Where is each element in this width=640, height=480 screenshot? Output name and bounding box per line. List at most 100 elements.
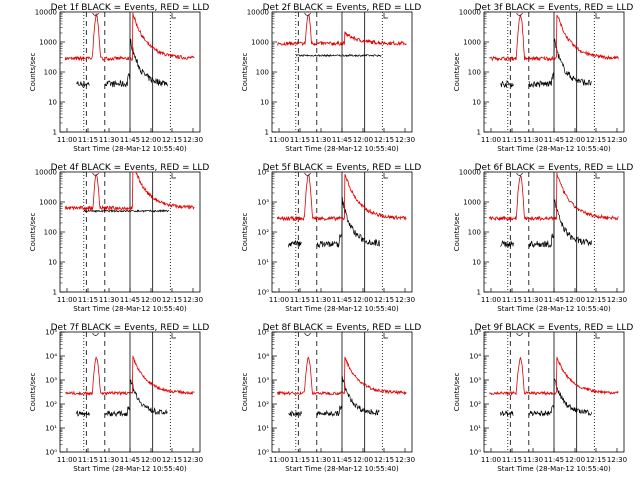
top-marker xyxy=(516,172,523,176)
x-tick-label: 11:30 xyxy=(99,456,119,464)
x-tick-label: 12:30 xyxy=(183,456,203,464)
y-axis-label: Counts/sec xyxy=(29,213,37,252)
x-tick-label: 11:45 xyxy=(120,456,140,464)
x-axis-label: Start Time (28-Mar-12 10:55:40) xyxy=(285,145,399,153)
y-tick-label: 10⁴ xyxy=(45,353,57,361)
panel-det-5: Det 5f BLACK = Events, RED = LLD 10⁰ 10¹ 10… xyxy=(241,163,421,313)
panel-title: Det 4f BLACK = Events, RED = LLD xyxy=(51,163,210,173)
top-marker xyxy=(383,333,388,339)
y-tick-label: 100 xyxy=(44,229,57,237)
x-tick-label: 12:30 xyxy=(395,136,415,144)
y-axis-label: Counts/sec xyxy=(241,373,249,412)
x-axis-label: Start Time (28-Mar-12 10:55:40) xyxy=(497,465,611,473)
y-tick-label: 10 xyxy=(48,99,57,107)
top-marker xyxy=(304,332,311,336)
y-tick-label: 100 xyxy=(44,69,57,77)
y-tick-label: 10³ xyxy=(45,377,57,385)
top-marker xyxy=(595,13,600,19)
top-marker xyxy=(383,13,388,19)
panel-title: Det 6f BLACK = Events, RED = LLD xyxy=(475,163,634,173)
y-tick-label: 10 xyxy=(260,99,269,107)
y-tick-label: 1 xyxy=(477,289,481,297)
x-tick-label: 12:00 xyxy=(353,136,373,144)
x-tick-label: 11:45 xyxy=(120,296,140,304)
y-tick-label: 1 xyxy=(53,289,57,297)
x-tick-label: 11:45 xyxy=(120,136,140,144)
events-series-line xyxy=(500,199,592,249)
x-tick-label: 12:30 xyxy=(183,136,203,144)
top-marker xyxy=(171,173,176,179)
x-tick-label: 12:30 xyxy=(395,296,415,304)
x-tick-label: 12:15 xyxy=(586,136,606,144)
y-axis-label: Counts/sec xyxy=(453,53,461,92)
top-marker xyxy=(516,12,523,16)
panel-title: Det 1f BLACK = Events, RED = LLD xyxy=(51,3,210,13)
panel-det-4: Det 4f BLACK = Events, RED = LLD 1 10 100 10… xyxy=(29,163,209,313)
x-tick-label: 11:45 xyxy=(544,456,564,464)
x-axis-label: Start Time (28-Mar-12 10:55:40) xyxy=(73,145,187,153)
x-tick-label: 11:00 xyxy=(481,136,501,144)
y-tick-label: 10¹ xyxy=(257,259,269,267)
y-tick-label: 10² xyxy=(45,401,57,409)
y-tick-label: 100 xyxy=(256,69,269,77)
y-tick-label: 10³ xyxy=(257,199,269,207)
lld-series-line xyxy=(488,172,619,222)
lld-series-line xyxy=(489,14,619,62)
x-tick-label: 11:15 xyxy=(290,136,310,144)
events-series-line xyxy=(500,38,592,89)
x-tick-label: 12:00 xyxy=(565,296,585,304)
y-tick-label: 1000 xyxy=(463,199,481,207)
panel-det-7: Det 7f BLACK = Events, RED = LLD 10⁰ 10¹ 10… xyxy=(29,323,209,473)
y-tick-label: 10⁰ xyxy=(257,289,269,297)
y-tick-label: 10 xyxy=(472,99,481,107)
y-tick-label: 10⁰ xyxy=(257,449,269,457)
y-tick-label: 100 xyxy=(468,69,481,77)
x-axis-label: Start Time (28-Mar-12 10:55:40) xyxy=(285,305,399,313)
events-series-line xyxy=(83,208,170,213)
x-tick-label: 12:15 xyxy=(162,456,182,464)
panel-det-8: Det 8f BLACK = Events, RED = LLD 10⁰ 10¹ 10… xyxy=(241,323,421,473)
y-tick-label: 10¹ xyxy=(257,425,269,433)
x-tick-label: 11:00 xyxy=(269,136,289,144)
x-tick-label: 11:30 xyxy=(523,296,543,304)
x-tick-label: 12:00 xyxy=(565,136,585,144)
top-marker xyxy=(304,12,311,16)
x-tick-label: 11:15 xyxy=(290,296,310,304)
y-tick-label: 10⁴ xyxy=(257,353,269,361)
lld-series-line xyxy=(276,356,407,396)
x-tick-label: 12:15 xyxy=(162,136,182,144)
y-tick-label: 100 xyxy=(468,229,481,237)
x-tick-label: 12:15 xyxy=(162,296,182,304)
y-tick-label: 10⁴ xyxy=(469,353,481,361)
panel-title: Det 9f BLACK = Events, RED = LLD xyxy=(475,323,634,333)
lld-series-line xyxy=(488,356,619,397)
x-tick-label: 12:00 xyxy=(141,136,161,144)
x-tick-label: 11:30 xyxy=(99,296,119,304)
y-tick-label: 1 xyxy=(53,129,57,137)
x-tick-label: 11:00 xyxy=(57,296,77,304)
x-tick-label: 11:00 xyxy=(269,456,289,464)
y-tick-label: 10² xyxy=(257,401,269,409)
top-marker xyxy=(383,173,388,179)
lld-series-line xyxy=(65,355,195,397)
x-tick-label: 11:45 xyxy=(332,296,352,304)
y-axis-label: Counts/sec xyxy=(241,213,249,252)
y-tick-label: 10¹ xyxy=(45,425,57,433)
x-tick-label: 12:15 xyxy=(374,296,394,304)
x-tick-label: 12:30 xyxy=(395,456,415,464)
y-tick-label: 10000 xyxy=(247,9,269,17)
y-axis-label: Counts/sec xyxy=(241,53,249,92)
y-tick-label: 10⁰ xyxy=(469,449,481,457)
panel-det-2: Det 2f BLACK = Events, RED = LLD 1 10 100 10… xyxy=(241,3,421,153)
events-series-line xyxy=(76,379,168,417)
x-tick-label: 12:30 xyxy=(607,296,627,304)
x-tick-label: 11:30 xyxy=(99,136,119,144)
x-tick-label: 12:00 xyxy=(141,456,161,464)
y-tick-label: 10² xyxy=(257,229,269,237)
x-tick-label: 11:45 xyxy=(544,136,564,144)
x-tick-label: 12:30 xyxy=(183,296,203,304)
x-tick-label: 11:15 xyxy=(78,296,98,304)
panel-title: Det 8f BLACK = Events, RED = LLD xyxy=(263,323,422,333)
x-tick-label: 12:30 xyxy=(607,456,627,464)
y-tick-label: 10000 xyxy=(35,9,57,17)
